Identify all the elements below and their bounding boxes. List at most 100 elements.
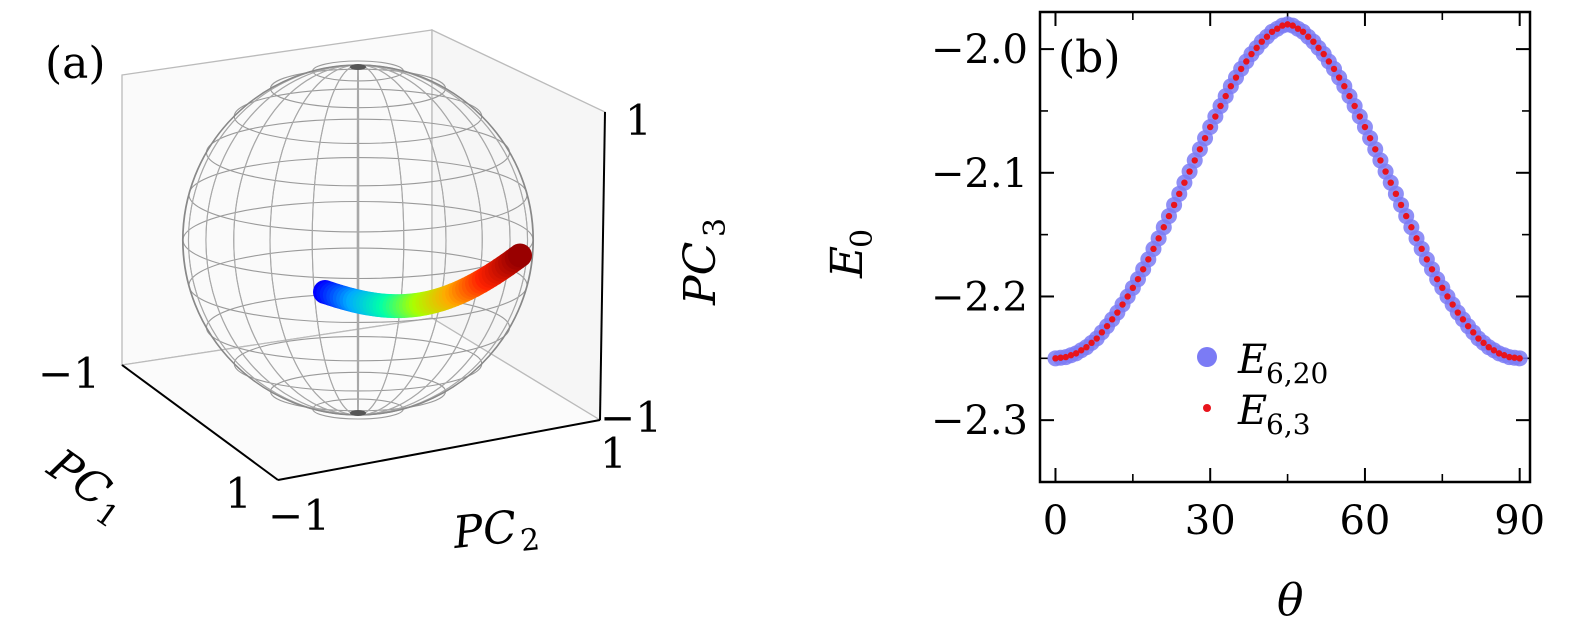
data-point-e63 — [1139, 266, 1147, 273]
panel-a-label: (a) — [45, 38, 106, 89]
data-point-e63 — [1433, 275, 1441, 283]
data-point-e620 — [1068, 345, 1085, 362]
data-point-e620 — [1470, 330, 1487, 347]
data-point-e620 — [1346, 98, 1363, 114]
x-major-ticks: 0 30 60 90 — [1043, 12, 1545, 544]
data-point-e63 — [1243, 58, 1250, 65]
data-point-e620 — [1150, 230, 1167, 247]
data-point-e63 — [1423, 256, 1431, 263]
data-point-e63 — [1305, 33, 1312, 40]
data-point-e620 — [1362, 130, 1379, 147]
data-point-e620 — [1078, 339, 1095, 356]
data-point-e63 — [1109, 316, 1116, 323]
plot-frame — [1038, 10, 1532, 484]
data-point-e620 — [1057, 349, 1074, 366]
data-point-e620 — [1130, 271, 1146, 288]
legend-sub-e63: 6,3 — [1266, 408, 1311, 441]
pc1-tick-far: 1 — [225, 469, 252, 518]
data-point-e620 — [1145, 240, 1162, 257]
data-point-e63 — [1114, 309, 1121, 316]
legend-label-e63: E — [1237, 388, 1267, 434]
data-point-e620 — [1439, 288, 1456, 305]
y-tick-label: −2.1 — [931, 151, 1028, 197]
y-tick-label: −2.3 — [931, 398, 1028, 444]
data-point-e63 — [1124, 293, 1131, 300]
data-point-e620 — [1258, 28, 1275, 45]
data-point-e63 — [1176, 190, 1183, 198]
x-minor-ticks — [1132, 12, 1444, 482]
data-point-e620 — [1310, 39, 1327, 56]
data-point-e620 — [1382, 174, 1399, 191]
sphere-north-pole — [350, 64, 366, 70]
data-point-e620 — [1511, 350, 1528, 367]
data-point-e63 — [1459, 316, 1467, 323]
data-point-e620 — [1475, 334, 1492, 351]
data-point-e620 — [1485, 342, 1502, 359]
data-point-e63 — [1470, 329, 1477, 336]
data-point-e620 — [1088, 330, 1105, 347]
data-point-e620 — [1243, 46, 1260, 63]
data-point-e63 — [1475, 335, 1482, 342]
data-point-e620 — [1073, 342, 1090, 359]
y-tick-label: −2.0 — [931, 27, 1028, 73]
data-point-e620 — [1295, 23, 1312, 40]
data-point-e63 — [1506, 353, 1513, 361]
x-tick-label: 60 — [1339, 498, 1390, 544]
svg-text:3: 3 — [698, 218, 733, 237]
data-point-e620 — [1166, 196, 1183, 213]
data-point-e63 — [1299, 28, 1307, 35]
data-point-e63 — [1387, 179, 1394, 186]
data-point-e63 — [1253, 44, 1260, 52]
data-point-e63 — [1439, 284, 1446, 292]
data-point-e63 — [1480, 339, 1487, 347]
data-point-e620 — [1315, 46, 1332, 63]
data-point-e63 — [1207, 123, 1214, 131]
data-point-e63 — [1408, 224, 1415, 231]
svg-text:2: 2 — [519, 522, 542, 559]
data-point-e63 — [1294, 25, 1302, 32]
data-point-e63 — [1232, 74, 1240, 81]
data-point-e620 — [1212, 98, 1229, 114]
data-point-e620 — [1351, 108, 1368, 125]
data-point-e620 — [1047, 350, 1064, 367]
data-point-e63 — [1397, 201, 1405, 209]
svg-text:PC: PC — [675, 242, 726, 306]
data-point-e620 — [1496, 347, 1513, 364]
data-point-e63 — [1093, 335, 1100, 342]
data-point-e620 — [1465, 324, 1482, 341]
data-point-e620 — [1491, 345, 1508, 362]
data-point-e620 — [1160, 208, 1177, 225]
data-point-e63 — [1263, 33, 1271, 40]
data-point-e620 — [1300, 28, 1317, 45]
data-point-e620 — [1217, 88, 1234, 105]
data-point-e620 — [1104, 311, 1121, 328]
data-point-e620 — [1393, 196, 1410, 213]
svg-text:PC: PC — [450, 502, 519, 559]
data-point-e63 — [1170, 201, 1178, 209]
data-point-e63 — [1310, 38, 1317, 45]
sphere-south-pole — [350, 410, 366, 416]
data-point-e63 — [1083, 343, 1090, 351]
data-point-e620 — [1424, 261, 1440, 278]
data-point-e63 — [1057, 354, 1064, 361]
y-major-ticks: −2.3 −2.2 −2.1 −2.0 — [931, 27, 1530, 444]
series-e63-points — [1052, 21, 1523, 362]
data-point-e620 — [1444, 296, 1461, 313]
data-point-e620 — [1228, 69, 1244, 86]
data-point-e63 — [1186, 168, 1193, 175]
data-point-e63 — [1444, 293, 1451, 300]
data-point-e620 — [1207, 108, 1224, 125]
data-point-e620 — [1181, 163, 1198, 180]
data-point-e620 — [1341, 88, 1358, 105]
panel-a-3d-plot: (a) 1 −1 −1 1 −1 1 PC 3 PC 1 PC 2 — [38, 28, 733, 559]
data-point-e620 — [1279, 16, 1296, 33]
data-point-e63 — [1129, 284, 1137, 292]
data-point-e63 — [1464, 322, 1472, 330]
pc2-axis-label: PC 2 — [450, 502, 542, 559]
data-point-e620 — [1449, 304, 1466, 321]
data-point-e620 — [1289, 20, 1306, 37]
data-point-e63 — [1212, 113, 1219, 120]
data-point-e63 — [1392, 190, 1400, 198]
data-point-e620 — [1093, 324, 1110, 341]
data-point-e620 — [1305, 33, 1322, 50]
